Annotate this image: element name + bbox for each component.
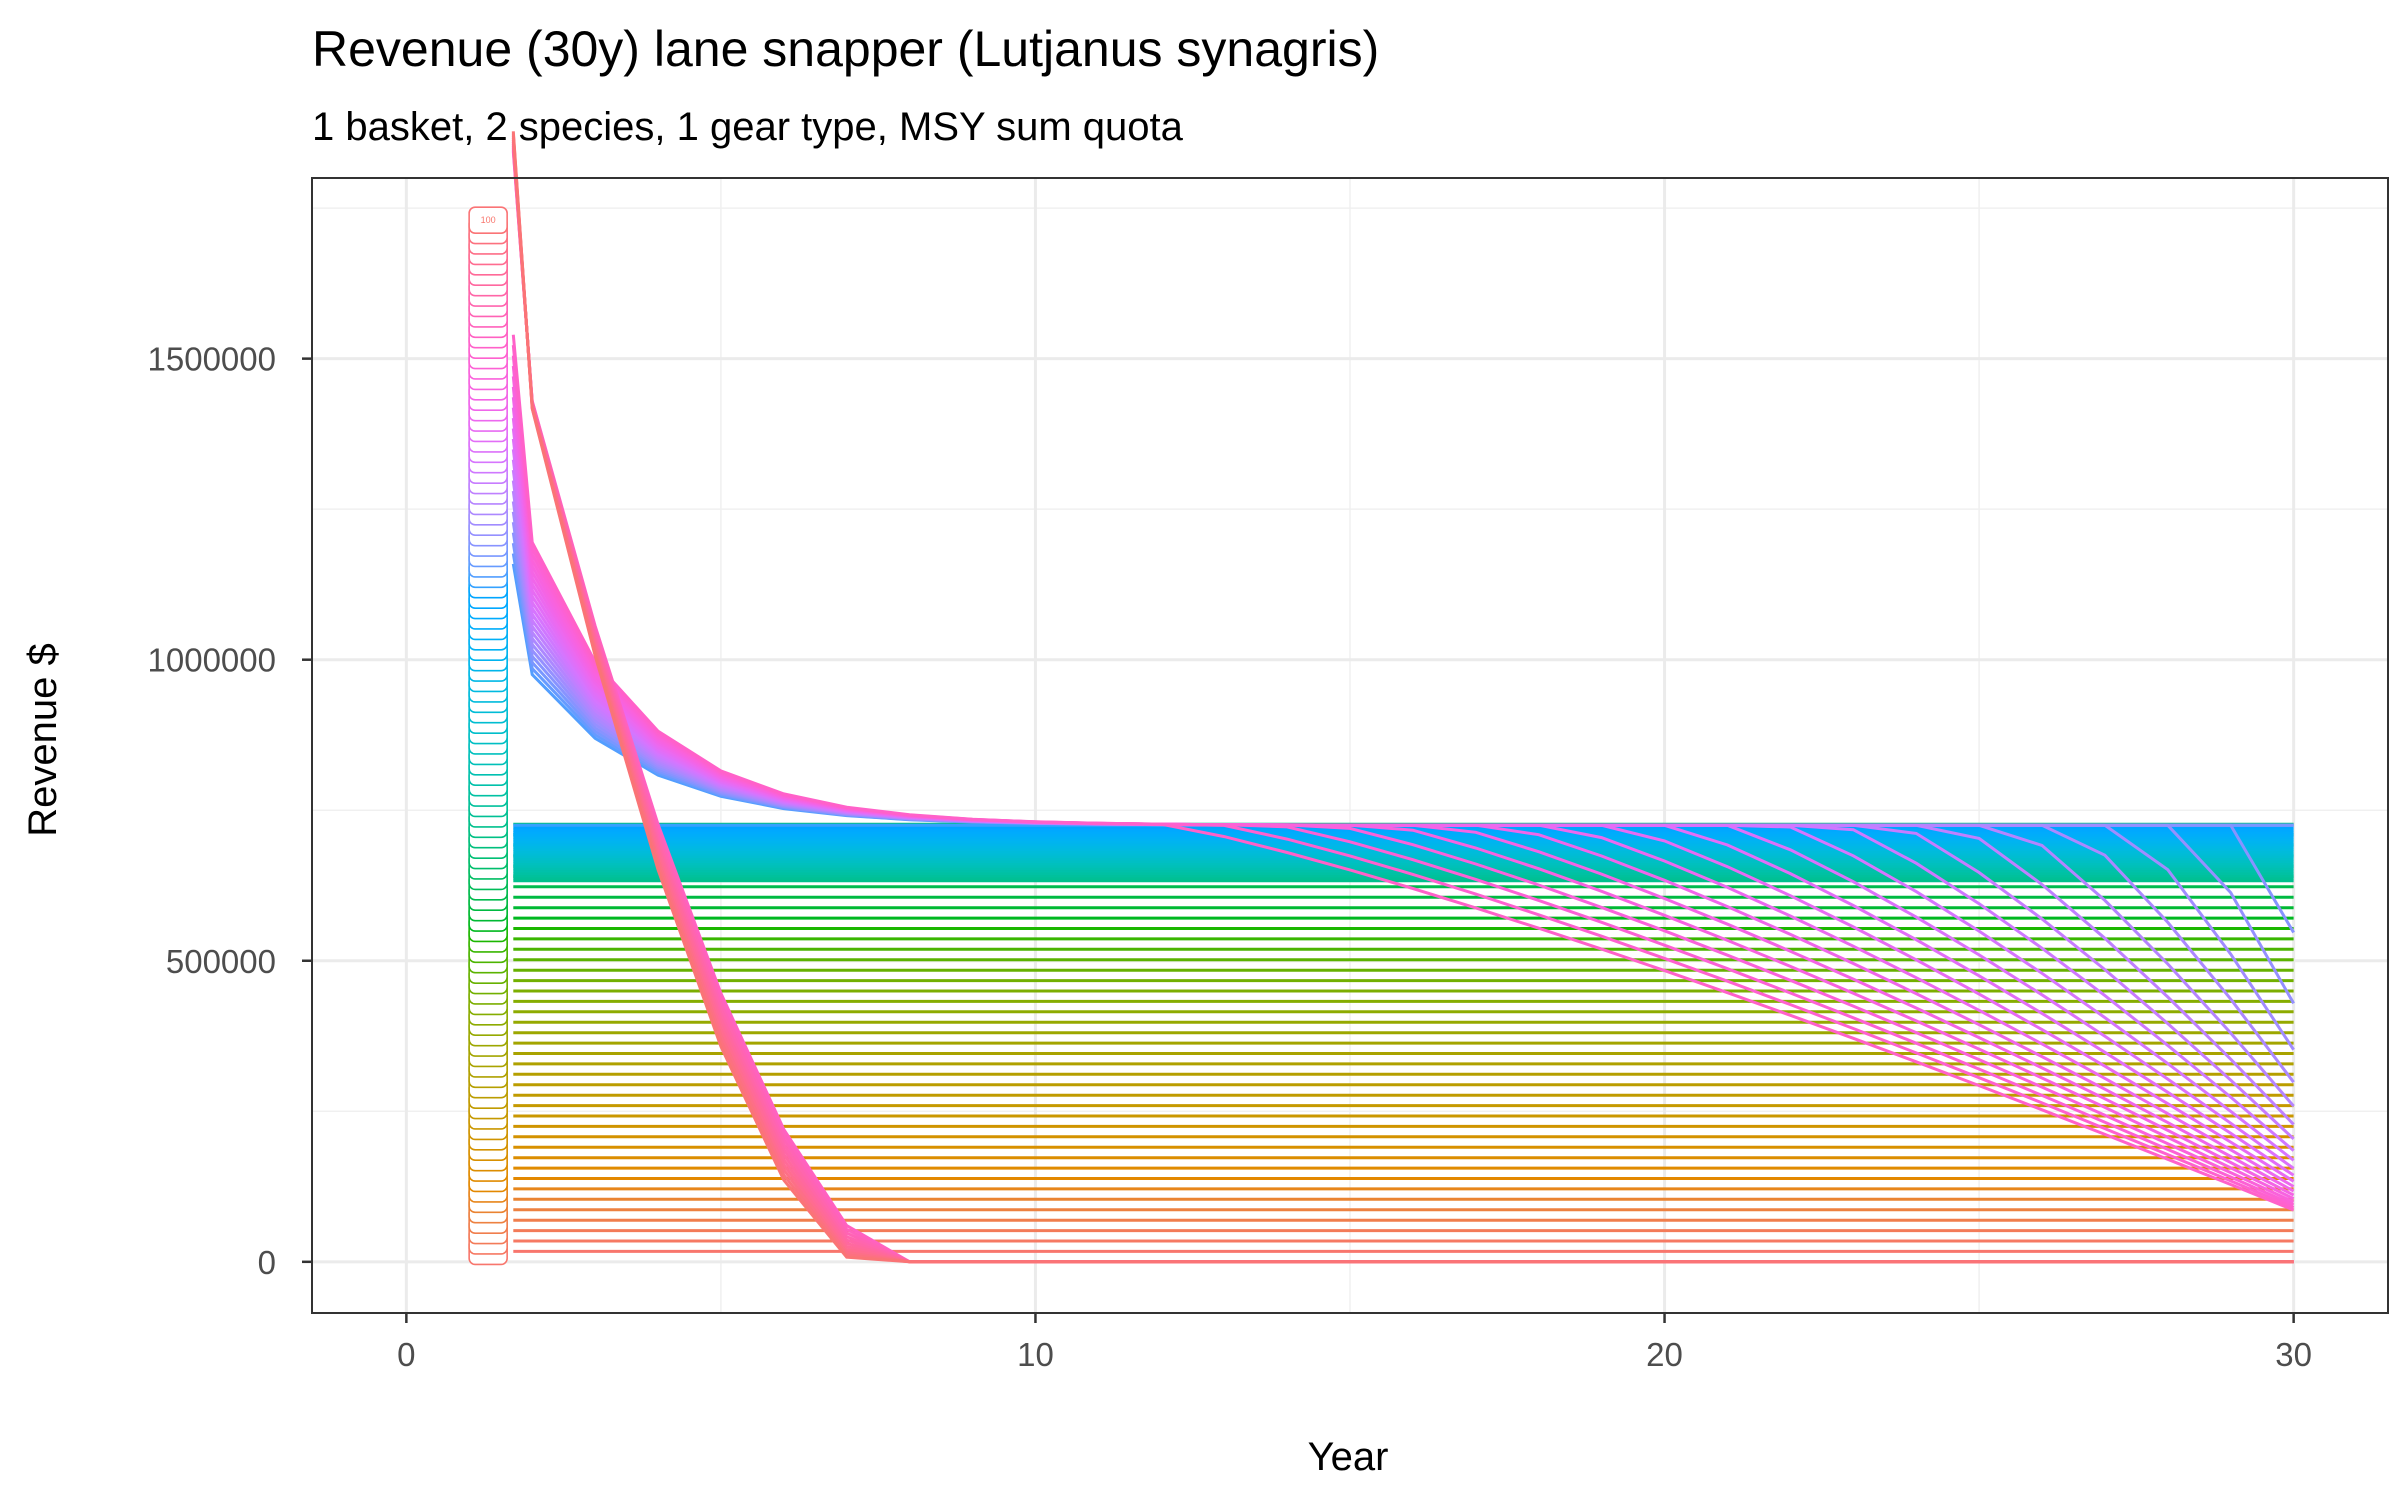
y-tick-label: 500000 [166, 943, 276, 980]
start-labels: 100 [468, 206, 508, 1266]
y-axis-title: Revenue $ [21, 643, 65, 836]
y-tick-label: 1000000 [148, 642, 276, 679]
y-tick-label: 1500000 [148, 341, 276, 378]
plot-panel: 100 [311, 131, 2389, 1314]
x-axis: 0 10 20 30 [397, 1313, 2312, 1373]
start-label-box-100 [468, 206, 508, 234]
x-tick-label: 30 [2275, 1336, 2312, 1373]
x-tick-label: 10 [1017, 1336, 1054, 1373]
series-line-89 [511, 334, 2295, 1212]
minor-gridlines [312, 178, 2388, 1313]
plot-border [311, 177, 2389, 1314]
y-axis: 0 500000 1000000 1500000 [148, 341, 312, 1281]
series-line-100 [511, 131, 2294, 1264]
x-tick-label: 0 [397, 1336, 415, 1373]
start-label-text: 100 [481, 215, 496, 225]
x-tick-label: 20 [1646, 1336, 1683, 1373]
series-lines [511, 131, 2295, 1264]
y-tick-label: 0 [258, 1244, 276, 1281]
chart-subtitle: 1 basket, 2 species, 1 gear type, MSY su… [312, 105, 1184, 149]
x-axis-title: Year [1308, 1435, 1389, 1479]
chart-title: Revenue (30y) lane snapper (Lutjanus syn… [312, 21, 1379, 77]
